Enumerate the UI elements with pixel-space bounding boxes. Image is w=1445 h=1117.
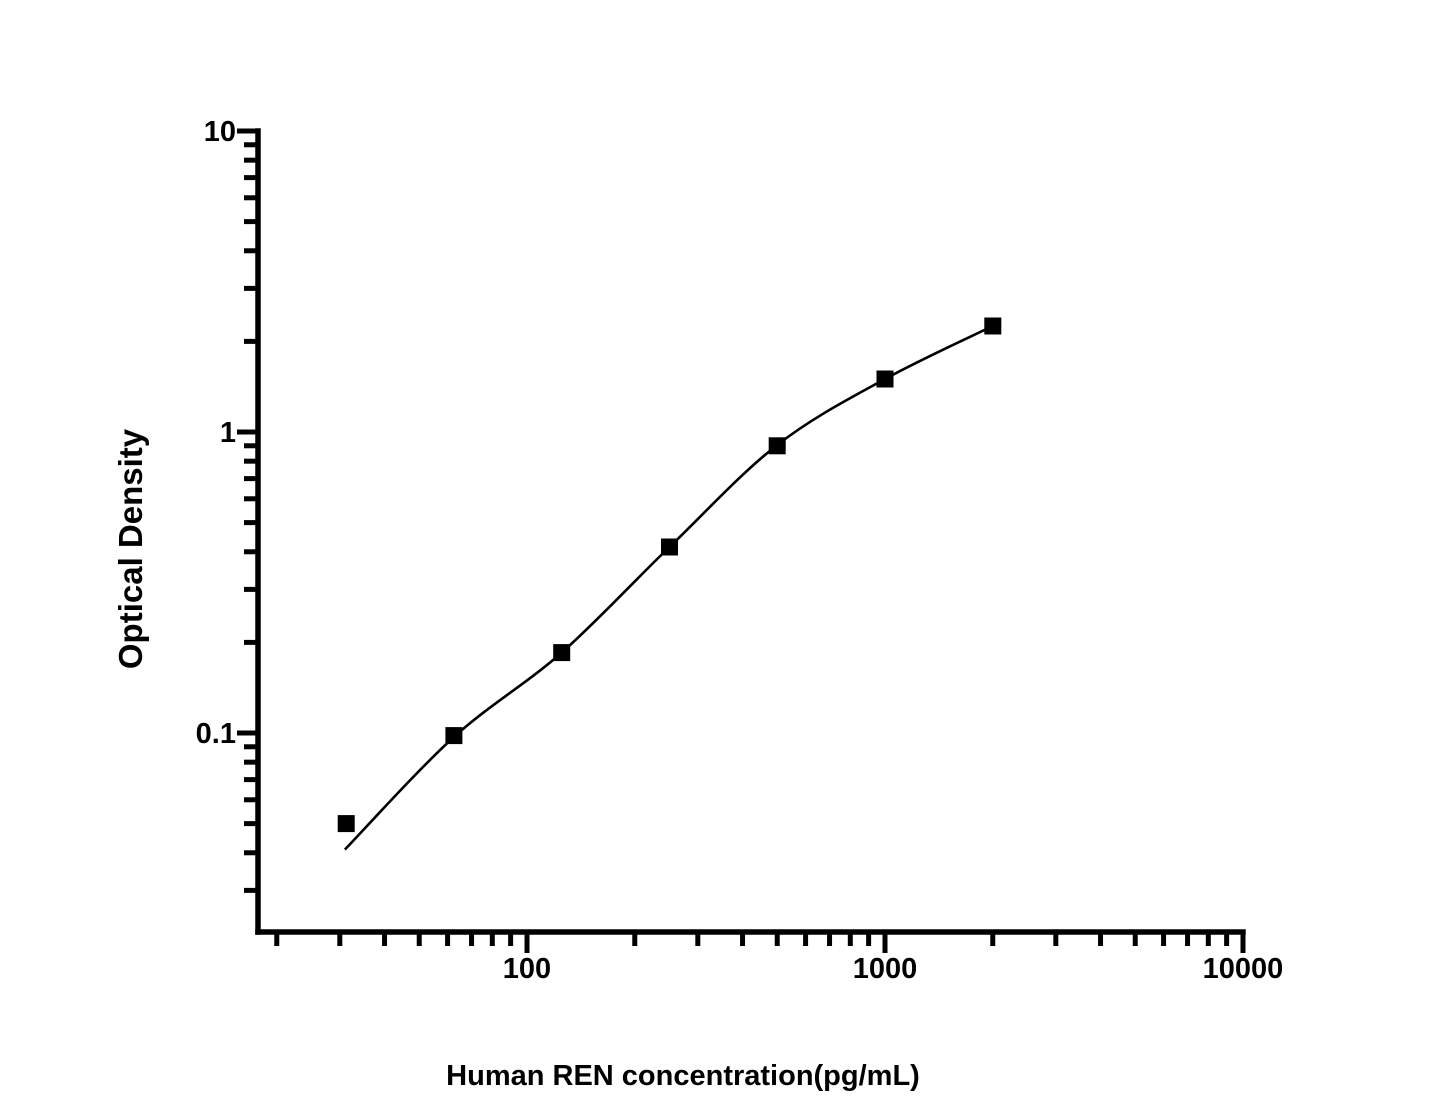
y-tick-label: 0.1 xyxy=(196,718,236,750)
axes-layer: 100 1000 10000 10 1 0.1 xyxy=(196,116,1284,985)
x-tick-label: 10000 xyxy=(1203,953,1284,985)
x-tick-label: 1000 xyxy=(853,953,918,985)
fitted-curve-line xyxy=(343,324,994,851)
standard-point-marker xyxy=(553,644,571,662)
y-axis-title: Optical Density xyxy=(112,428,149,669)
x-tick-label: 100 xyxy=(503,953,551,985)
standard-point-marker xyxy=(876,370,894,388)
standard-point-marker xyxy=(337,815,355,833)
data-layer xyxy=(337,317,1002,851)
y-tick-label: 1 xyxy=(220,417,236,449)
standard-point-marker xyxy=(445,727,463,745)
standard-point-marker xyxy=(984,317,1002,335)
standard-point-marker xyxy=(768,437,786,455)
standard-point-marker xyxy=(661,538,678,556)
x-axis-title: Human REN concentration(pg/mL) xyxy=(446,1060,920,1092)
y-tick-label: 10 xyxy=(204,116,236,148)
